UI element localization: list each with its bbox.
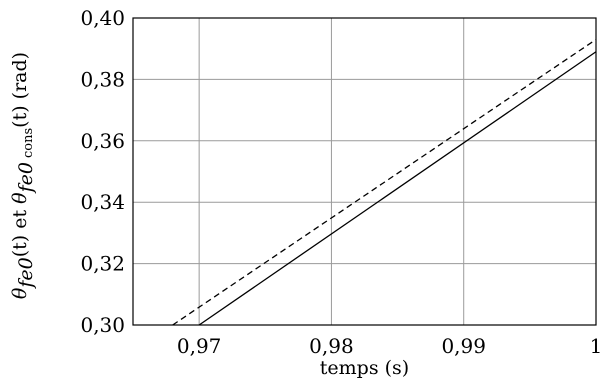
x-axis-label: temps (s) <box>320 357 409 379</box>
y-tick-label: 0,34 <box>80 190 125 214</box>
series-line-dashed <box>172 38 597 326</box>
plot-frame <box>132 17 597 326</box>
y-label-theta-2: θ <box>9 192 31 204</box>
y-label-et: et <box>9 204 31 235</box>
y-label-sub-2: fe0 <box>15 162 37 194</box>
y-tick-label: 0,40 <box>80 6 125 30</box>
x-tick-label: 1 <box>590 334 600 358</box>
y-tick-label: 0,38 <box>80 67 125 91</box>
y-label-unit: (rad) <box>9 52 31 105</box>
series-line-solid <box>198 51 597 326</box>
series-group <box>172 38 597 326</box>
grid <box>133 17 597 326</box>
y-label-sub-2b: cons <box>21 128 36 158</box>
y-label-arg-2: (t) <box>9 105 31 127</box>
y-tick-label: 0,32 <box>80 252 125 276</box>
y-axis-label: θfe0(t) et θfe0cons(t) (rad) <box>9 52 37 299</box>
x-tick-labels: 0,97 0,98 0,99 1 <box>177 334 600 358</box>
y-label-theta-1: θ <box>9 287 31 299</box>
y-tick-label: 0,30 <box>80 313 125 337</box>
x-tick-label: 0,98 <box>309 334 354 358</box>
y-tick-labels: 0,30 0,32 0,34 0,36 0,38 0,40 <box>80 6 125 337</box>
x-tick-label: 0,97 <box>177 334 222 358</box>
y-label-arg-1: (t) <box>9 235 31 257</box>
y-label-sub-1: fe0 <box>15 257 37 289</box>
x-tick-label: 0,99 <box>441 334 486 358</box>
y-tick-label: 0,36 <box>80 129 125 153</box>
